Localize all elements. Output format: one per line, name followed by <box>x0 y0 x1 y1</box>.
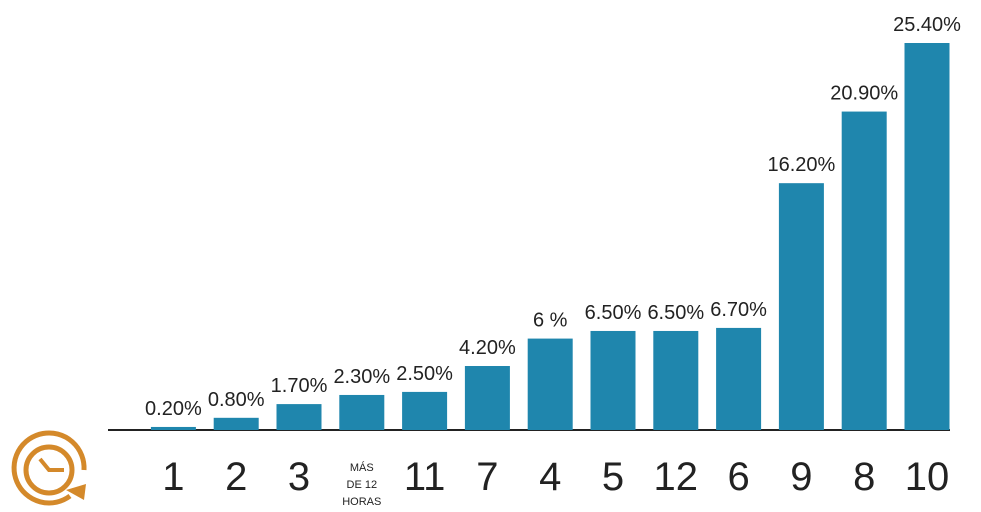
x-tick-label: HORAS <box>342 496 381 508</box>
x-tick-label: 10 <box>905 455 950 499</box>
bar <box>339 394 385 430</box>
bar <box>841 111 887 431</box>
x-tick-label: 6 <box>727 455 749 499</box>
x-tick-label: 8 <box>853 455 875 499</box>
bar <box>778 183 824 430</box>
x-tick-label: 7 <box>476 455 498 499</box>
x-tick-label: 4 <box>539 455 561 499</box>
value-label: 0.80% <box>208 389 265 411</box>
bar <box>402 391 448 430</box>
bar <box>464 366 510 430</box>
x-tick-label: 9 <box>790 455 812 499</box>
value-label: 6 % <box>533 310 568 332</box>
x-tick-label: 5 <box>602 455 624 499</box>
x-tick-label: 3 <box>288 455 310 499</box>
value-label: 2.30% <box>333 366 390 388</box>
bar <box>213 417 259 430</box>
value-label: 2.50% <box>396 363 453 385</box>
bar <box>527 338 573 430</box>
value-label: 6.50% <box>647 302 704 324</box>
bar <box>276 404 322 430</box>
bar <box>904 43 950 430</box>
clock-icon <box>11 430 87 506</box>
x-tick-label: MÁS <box>350 461 374 474</box>
x-tick-label: DE 12 <box>347 479 378 491</box>
bar <box>150 426 196 430</box>
bar <box>590 330 636 430</box>
value-label: 16.20% <box>767 154 835 176</box>
value-label: 1.70% <box>271 375 328 397</box>
x-tick-label: 12 <box>654 455 699 499</box>
value-label: 6.50% <box>585 302 642 324</box>
bar <box>716 327 762 430</box>
value-label: 4.20% <box>459 337 516 359</box>
x-tick-label: 1 <box>162 455 184 499</box>
value-label: 25.40% <box>893 14 961 36</box>
value-label: 0.20% <box>145 398 202 420</box>
value-label: 6.70% <box>710 299 767 321</box>
x-tick-label: 11 <box>404 455 446 499</box>
value-label: 20.90% <box>830 83 898 105</box>
x-tick-label: 2 <box>225 455 247 499</box>
bar <box>653 330 699 430</box>
